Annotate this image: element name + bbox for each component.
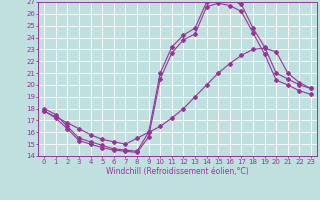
- X-axis label: Windchill (Refroidissement éolien,°C): Windchill (Refroidissement éolien,°C): [106, 167, 249, 176]
